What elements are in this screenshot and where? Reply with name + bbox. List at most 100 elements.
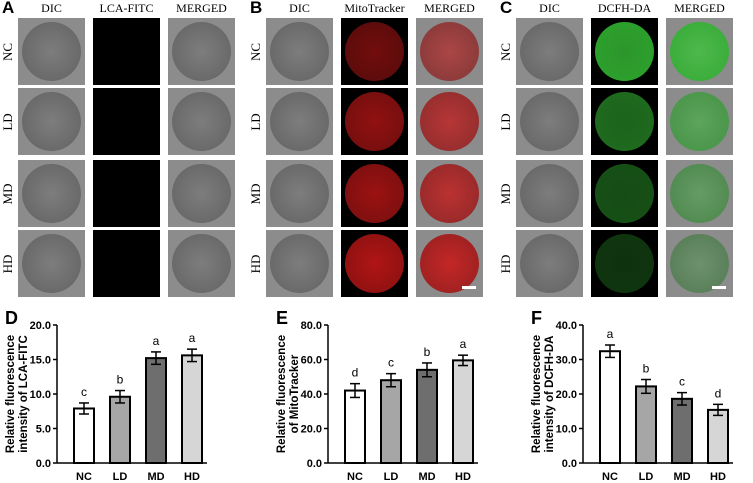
x-tick-label: MD bbox=[147, 471, 164, 483]
y-tick-label: 15.0 bbox=[30, 355, 51, 367]
cell-disc bbox=[595, 164, 654, 223]
significance-letter: a bbox=[607, 327, 614, 341]
significance-letter: a bbox=[189, 331, 196, 345]
bar-LD bbox=[635, 385, 657, 464]
merged-image bbox=[416, 88, 483, 155]
bar-MD bbox=[671, 397, 693, 464]
bar-chart-D: D 0.0 5.0 10.0 15.0 20.0 Relative fluorescence… bbox=[5, 308, 207, 483]
y-tick-label: 0.0 bbox=[562, 458, 577, 470]
column-header: LCA-FITC bbox=[99, 1, 154, 15]
bar-HD bbox=[181, 354, 203, 464]
fluorescence-image bbox=[93, 88, 160, 155]
bar-NC bbox=[344, 389, 366, 464]
y-tick-label: 30.0 bbox=[556, 355, 577, 367]
dic-image bbox=[266, 160, 333, 227]
cell-disc bbox=[670, 22, 729, 81]
cell-disc bbox=[420, 92, 479, 151]
cell-disc bbox=[22, 164, 81, 223]
bar-LD bbox=[109, 395, 131, 464]
fluorescence-image bbox=[591, 160, 658, 227]
fluorescence-image bbox=[341, 160, 408, 227]
merged-image bbox=[416, 18, 483, 85]
cell-disc bbox=[520, 22, 579, 81]
significance-letter: d bbox=[715, 386, 722, 400]
row-header: MD bbox=[0, 183, 15, 205]
cell-disc bbox=[270, 164, 329, 223]
y-tick-label: 80.0 bbox=[301, 320, 322, 332]
y-tick-label: 40.0 bbox=[301, 389, 322, 401]
cell-disc bbox=[345, 164, 404, 223]
y-axis-label: Relative fluorescence bbox=[5, 335, 17, 453]
x-tick-label: LD bbox=[384, 471, 399, 483]
y-tick-label: 20.0 bbox=[30, 320, 51, 332]
fluorescence-image bbox=[591, 230, 658, 297]
cell-disc bbox=[22, 92, 81, 151]
dic-image bbox=[516, 88, 583, 155]
chart-panel-label: D bbox=[5, 308, 18, 328]
x-tick-label: LD bbox=[113, 471, 128, 483]
significance-letter: b bbox=[424, 345, 431, 359]
y-tick-label: 20.0 bbox=[556, 389, 577, 401]
cell-disc bbox=[420, 164, 479, 223]
fluorescence-image bbox=[341, 18, 408, 85]
cell-disc bbox=[172, 234, 231, 293]
cell-disc bbox=[172, 164, 231, 223]
fluorescence-image bbox=[591, 18, 658, 85]
significance-letter: d bbox=[352, 366, 359, 380]
dic-image bbox=[18, 230, 85, 297]
panel-label: C bbox=[500, 0, 513, 17]
fluorescence-image bbox=[341, 88, 408, 155]
y-tick-label: 10.0 bbox=[30, 389, 51, 401]
cell-disc bbox=[420, 234, 479, 293]
row-header: MD bbox=[248, 183, 263, 205]
row-header: NC bbox=[0, 42, 15, 62]
chart-panel-label: F bbox=[531, 308, 542, 328]
dic-image bbox=[266, 18, 333, 85]
y-tick-label: 60.0 bbox=[301, 355, 322, 367]
row-header: LD bbox=[0, 113, 15, 131]
row-header: MD bbox=[498, 183, 513, 205]
bar-HD bbox=[707, 408, 729, 465]
dic-image bbox=[18, 88, 85, 155]
row-header: HD bbox=[498, 254, 513, 274]
y-tick-label: 5.0 bbox=[36, 424, 51, 436]
merged-image bbox=[168, 88, 235, 155]
x-tick-label: NC bbox=[347, 471, 363, 483]
y-tick-label: 10.0 bbox=[556, 424, 577, 436]
significance-letter: a bbox=[153, 334, 160, 348]
cell-disc bbox=[595, 22, 654, 81]
merged-image bbox=[168, 230, 235, 297]
merged-image bbox=[666, 18, 733, 85]
column-header: DIC bbox=[41, 1, 62, 15]
y-axis-label: Relative fluorescence bbox=[531, 335, 543, 453]
dic-image bbox=[516, 18, 583, 85]
cell-disc bbox=[595, 234, 654, 293]
cell-disc bbox=[520, 234, 579, 293]
bar-LD bbox=[380, 379, 402, 464]
cell-disc bbox=[172, 92, 231, 151]
significance-letter: b bbox=[117, 373, 124, 387]
cell-disc bbox=[270, 22, 329, 81]
cell-disc bbox=[520, 164, 579, 223]
cell-disc bbox=[345, 92, 404, 151]
cell-disc bbox=[22, 234, 81, 293]
x-tick-label: HD bbox=[455, 471, 471, 483]
cell-disc bbox=[595, 92, 654, 151]
x-tick-label: MD bbox=[673, 471, 690, 483]
cell-disc bbox=[97, 22, 156, 81]
fluorescence-image bbox=[93, 160, 160, 227]
significance-letter: c bbox=[81, 385, 87, 399]
y-tick-label: 0.0 bbox=[36, 458, 51, 470]
merged-image bbox=[666, 160, 733, 227]
row-header: LD bbox=[248, 113, 263, 131]
y-axis-label: intensity of DCFH-DA bbox=[544, 336, 556, 453]
scale-bar bbox=[462, 286, 476, 289]
y-axis-label: intensity of LCA-FITC bbox=[18, 335, 30, 453]
row-header: HD bbox=[0, 254, 15, 274]
panel-label: B bbox=[250, 0, 263, 17]
dic-image bbox=[516, 160, 583, 227]
merged-image bbox=[416, 160, 483, 227]
cell-disc bbox=[670, 164, 729, 223]
y-tick-label: 20.0 bbox=[301, 424, 322, 436]
